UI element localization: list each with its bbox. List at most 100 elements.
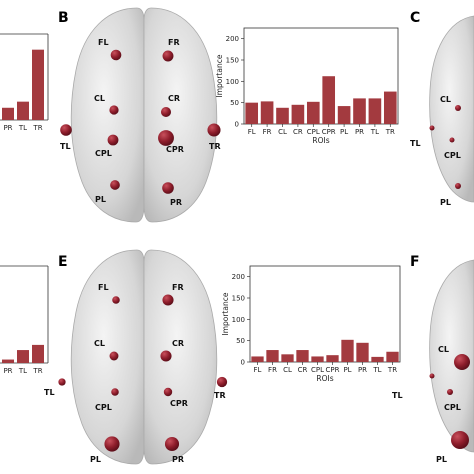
- y-tick-label: 150: [226, 57, 239, 65]
- roi-node-pl: [451, 431, 469, 449]
- bar-tl: [368, 98, 382, 124]
- bar-pl: [337, 106, 351, 124]
- roi-node-cr: [160, 106, 172, 118]
- x-tick-label: TR: [385, 128, 395, 136]
- roi-label-cpr: CPR: [166, 145, 184, 154]
- roi-label-pl: PL: [90, 455, 101, 464]
- roi-node-fr: [162, 50, 174, 62]
- roi-node-cl: [109, 105, 119, 115]
- roi-node-tl: [429, 125, 435, 131]
- roi-node-cr: [160, 350, 172, 362]
- x-tick-label: PL: [340, 128, 348, 136]
- bar-tl: [371, 356, 384, 362]
- bar-cpr: [326, 355, 339, 362]
- x-tick-label: PR: [3, 124, 12, 132]
- roi-node-pl: [104, 436, 120, 452]
- y-tick-label: 100: [226, 78, 239, 86]
- y-tick-label: 100: [232, 316, 245, 324]
- roi-node-cpl: [107, 134, 119, 146]
- x-tick-label: PL: [343, 366, 351, 374]
- bar-tr: [32, 49, 44, 120]
- x-tick-label: CR: [293, 128, 303, 136]
- bar-tr: [386, 351, 399, 362]
- roi-label-fr: FR: [168, 38, 180, 47]
- x-axis-label: ROIs: [312, 136, 329, 145]
- panel-label-b: B: [58, 10, 69, 26]
- plot-frame: [243, 27, 399, 125]
- roi-node-cpl: [111, 388, 119, 396]
- bar-cl: [276, 107, 289, 124]
- roi-label-cr: CR: [172, 339, 184, 348]
- roi-label-pl: PL: [95, 195, 106, 204]
- right-hemisphere: [143, 7, 218, 223]
- roi-label-cpl: CPL: [444, 151, 461, 160]
- roi-label-pl: PL: [440, 198, 451, 207]
- roi-label-tr: TR: [214, 391, 226, 400]
- importance-bar-chart-e: 0 50 100 150 200 FL FR CL CR CPL CPR PL PR TL TR ROIs Im…: [221, 265, 401, 383]
- bar-tl: [17, 101, 29, 120]
- bar-cpl: [306, 101, 320, 124]
- brain-diagram-b: FL FR CL CR CPL CPR PL PR TL TR: [60, 7, 221, 223]
- x-axis-label: ROIs: [316, 374, 333, 383]
- x-tick-label: CPL: [311, 366, 324, 374]
- panel-label-c: C: [410, 10, 420, 26]
- roi-node-cpr: [158, 130, 174, 146]
- y-tick-label: 200: [232, 273, 245, 281]
- roi-node-cpr: [163, 387, 173, 397]
- y-tick-label: 200: [226, 35, 239, 43]
- roi-node-cl: [454, 354, 470, 370]
- roi-node-cl: [109, 351, 119, 361]
- roi-node-fl: [112, 296, 120, 304]
- roi-label-cl: CL: [94, 94, 105, 103]
- bar-pr: [2, 359, 14, 363]
- x-tick-label: FR: [268, 366, 277, 374]
- roi-label-cpl: CPL: [95, 149, 112, 158]
- panel-label-e: E: [58, 254, 68, 270]
- bar-pr: [356, 342, 369, 362]
- roi-label-cpl: CPL: [444, 403, 461, 412]
- bar-tr: [32, 344, 44, 363]
- x-tick-label: CPL: [307, 128, 320, 136]
- bar-fl: [245, 102, 259, 124]
- roi-label-cpl: CPL: [95, 403, 112, 412]
- roi-node-fr: [162, 294, 174, 306]
- brain-diagram-c-partial: CL CPL TL PL: [410, 15, 474, 207]
- x-tick-label: PR: [3, 367, 12, 375]
- roi-label-tl: TL: [44, 388, 55, 397]
- bar-cl: [281, 354, 294, 362]
- roi-label-tr: TR: [209, 142, 221, 151]
- x-tick-label: TL: [370, 128, 379, 136]
- y-tick-label: 0: [235, 121, 239, 129]
- bar-tr: [383, 91, 397, 124]
- roi-label-tl: TL: [60, 142, 71, 151]
- roi-node-pr: [164, 436, 180, 452]
- bar-pr: [2, 107, 14, 120]
- plot-frame: [249, 265, 401, 363]
- y-axis-label: Importance: [215, 54, 224, 97]
- y-axis-label: Importance: [221, 292, 230, 335]
- x-tick-label: CL: [278, 128, 287, 136]
- bar-cr: [296, 350, 309, 362]
- y-tick-label: 0: [241, 359, 245, 367]
- roi-node-tl: [60, 124, 72, 136]
- brain-diagram-e: FL FR CL CR CPL CPR PL PR TL TR: [44, 249, 228, 465]
- roi-node-tr: [207, 123, 221, 137]
- brain-diagram-f-partial: CL CPL TL PL: [392, 259, 474, 464]
- roi-node-cl: [455, 105, 461, 111]
- roi-label-cl: CL: [438, 345, 449, 354]
- roi-node-fl: [110, 49, 122, 61]
- x-tick-label: TR: [32, 367, 42, 375]
- panel-label-f: F: [410, 254, 420, 270]
- x-tick-label: TL: [18, 367, 27, 375]
- roi-label-cpr: CPR: [170, 399, 188, 408]
- x-tick-label: CL: [283, 366, 292, 374]
- roi-label-fl: FL: [98, 38, 109, 47]
- x-tick-label: FR: [263, 128, 272, 136]
- bar-cpl: [311, 356, 324, 362]
- roi-label-cl: CL: [94, 339, 105, 348]
- roi-label-fl: FL: [98, 283, 109, 292]
- y-tick-label: 50: [230, 99, 239, 107]
- x-tick-label: CR: [298, 366, 308, 374]
- roi-node-cpl: [447, 389, 453, 395]
